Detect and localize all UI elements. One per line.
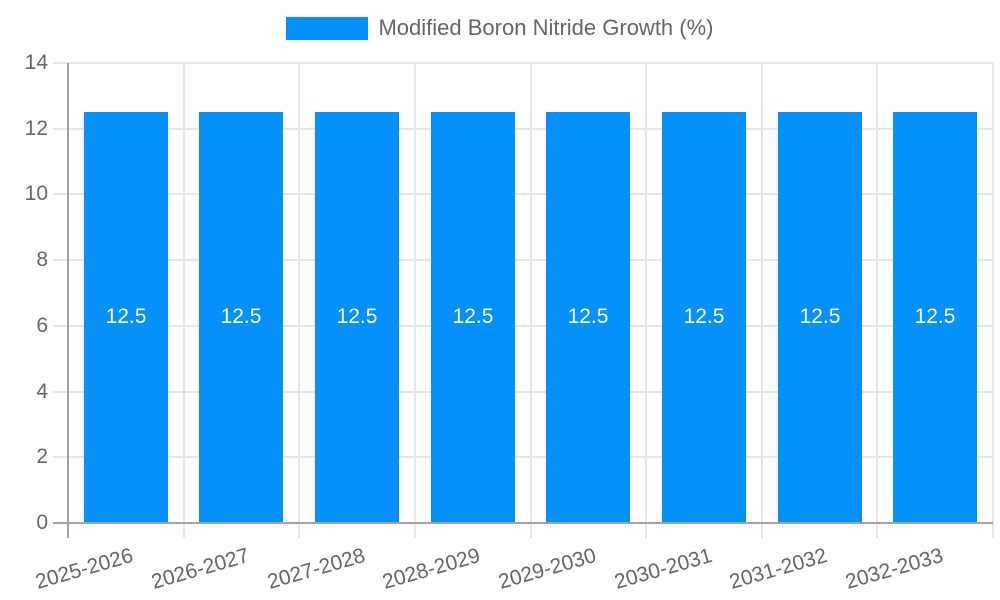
bar: 12.5 — [662, 112, 746, 522]
y-axis-tick — [53, 325, 68, 327]
v-gridline — [992, 63, 994, 523]
bar-value-label: 12.5 — [105, 305, 147, 328]
x-axis-tick — [414, 523, 416, 538]
v-gridline — [645, 63, 647, 523]
v-gridline — [298, 63, 300, 523]
bar: 12.5 — [546, 112, 630, 522]
bar-value-label: 12.5 — [452, 305, 494, 328]
legend-label: Modified Boron Nitride Growth (%) — [378, 15, 714, 40]
x-axis-tick — [645, 523, 647, 538]
bar-value-label: 12.5 — [336, 305, 378, 328]
bar-value-label: 12.5 — [914, 305, 956, 328]
bar: 12.5 — [315, 112, 399, 522]
v-gridline — [530, 63, 532, 523]
y-tick-label: 0 — [36, 511, 48, 534]
bar-value-label: 12.5 — [799, 305, 841, 328]
bar: 12.5 — [84, 112, 168, 522]
y-axis-tick — [53, 522, 68, 524]
bar-value-label: 12.5 — [683, 305, 725, 328]
x-tick-label: 2028-2029 — [380, 544, 484, 594]
v-gridline — [414, 63, 416, 523]
bar: 12.5 — [199, 112, 283, 522]
y-tick-label: 2 — [36, 445, 48, 468]
x-axis-tick — [992, 523, 994, 538]
y-tick-label: 8 — [36, 248, 48, 271]
y-tick-label: 10 — [24, 182, 48, 205]
y-axis-tick — [53, 391, 68, 393]
x-tick-label: 2032-2033 — [842, 544, 946, 594]
legend-swatch — [286, 16, 369, 40]
bar: 12.5 — [778, 112, 862, 522]
x-tick-label: 2026-2027 — [148, 544, 252, 594]
y-tick-label: 6 — [36, 314, 48, 337]
x-tick-label: 2029-2030 — [495, 544, 599, 594]
v-gridline — [761, 63, 763, 523]
x-axis-tick — [298, 523, 300, 538]
v-gridline — [876, 63, 878, 523]
x-axis-tick — [183, 523, 185, 538]
y-axis-tick — [53, 128, 68, 130]
y-tick-label: 12 — [24, 117, 48, 140]
v-gridline — [183, 63, 185, 523]
bar: 12.5 — [893, 112, 977, 522]
y-tick-label: 4 — [36, 380, 48, 403]
y-axis-line — [67, 63, 69, 538]
x-tick-label: 2025-2026 — [33, 544, 137, 594]
x-axis-tick — [761, 523, 763, 538]
y-tick-label: 14 — [24, 51, 48, 74]
y-axis-tick — [53, 259, 68, 261]
x-axis-tick — [530, 523, 532, 538]
y-axis-tick — [53, 456, 68, 458]
x-tick-label: 2031-2032 — [727, 544, 830, 594]
bar: 12.5 — [431, 112, 515, 522]
x-tick-label: 2030-2031 — [611, 544, 715, 594]
bar-value-label: 12.5 — [220, 305, 262, 328]
y-axis-tick — [53, 62, 68, 64]
bar-value-label: 12.5 — [567, 305, 609, 328]
x-axis-tick — [876, 523, 878, 538]
x-tick-label: 2027-2028 — [264, 544, 368, 594]
y-axis-tick — [53, 193, 68, 195]
legend: Modified Boron Nitride Growth (%) — [0, 15, 1000, 41]
x-axis-line — [68, 522, 993, 524]
